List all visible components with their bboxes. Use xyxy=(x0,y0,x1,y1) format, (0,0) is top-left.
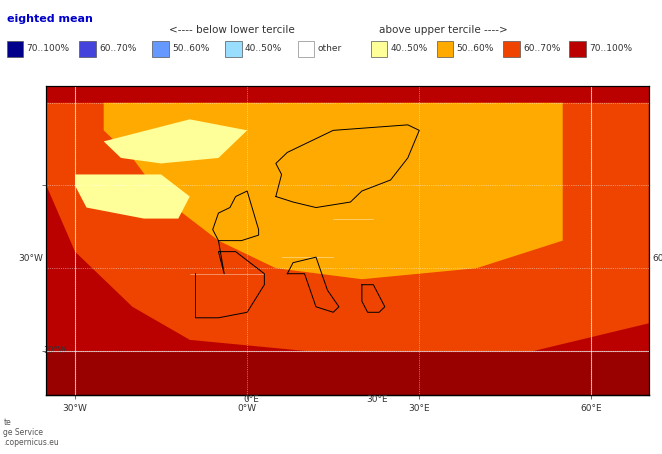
Polygon shape xyxy=(104,119,247,163)
Text: eighted mean: eighted mean xyxy=(7,14,93,24)
Text: <---- below lower tercile: <---- below lower tercile xyxy=(169,25,295,35)
Text: 30°W: 30°W xyxy=(18,254,43,263)
Text: 40..50%: 40..50% xyxy=(391,44,428,53)
Text: 70..100%: 70..100% xyxy=(26,44,70,53)
Polygon shape xyxy=(104,103,563,279)
Text: 30°E: 30°E xyxy=(367,395,388,404)
Polygon shape xyxy=(247,119,431,218)
Polygon shape xyxy=(46,103,649,362)
Text: 40..50%: 40..50% xyxy=(245,44,282,53)
Text: te
ge Service
.copernicus.eu: te ge Service .copernicus.eu xyxy=(3,418,59,448)
Text: 30°W: 30°W xyxy=(44,346,66,355)
Text: 50..60%: 50..60% xyxy=(457,44,494,53)
Text: 70..100%: 70..100% xyxy=(589,44,632,53)
Text: above upper tercile ---->: above upper tercile ----> xyxy=(379,25,508,35)
Polygon shape xyxy=(46,351,649,406)
Text: 0°E: 0°E xyxy=(244,395,260,404)
Text: 60..70%: 60..70% xyxy=(523,44,560,53)
Polygon shape xyxy=(75,174,190,218)
Text: other: other xyxy=(318,44,342,53)
Text: 60°E: 60°E xyxy=(652,254,662,263)
Text: 50..60%: 50..60% xyxy=(172,44,209,53)
Text: 60..70%: 60..70% xyxy=(99,44,136,53)
